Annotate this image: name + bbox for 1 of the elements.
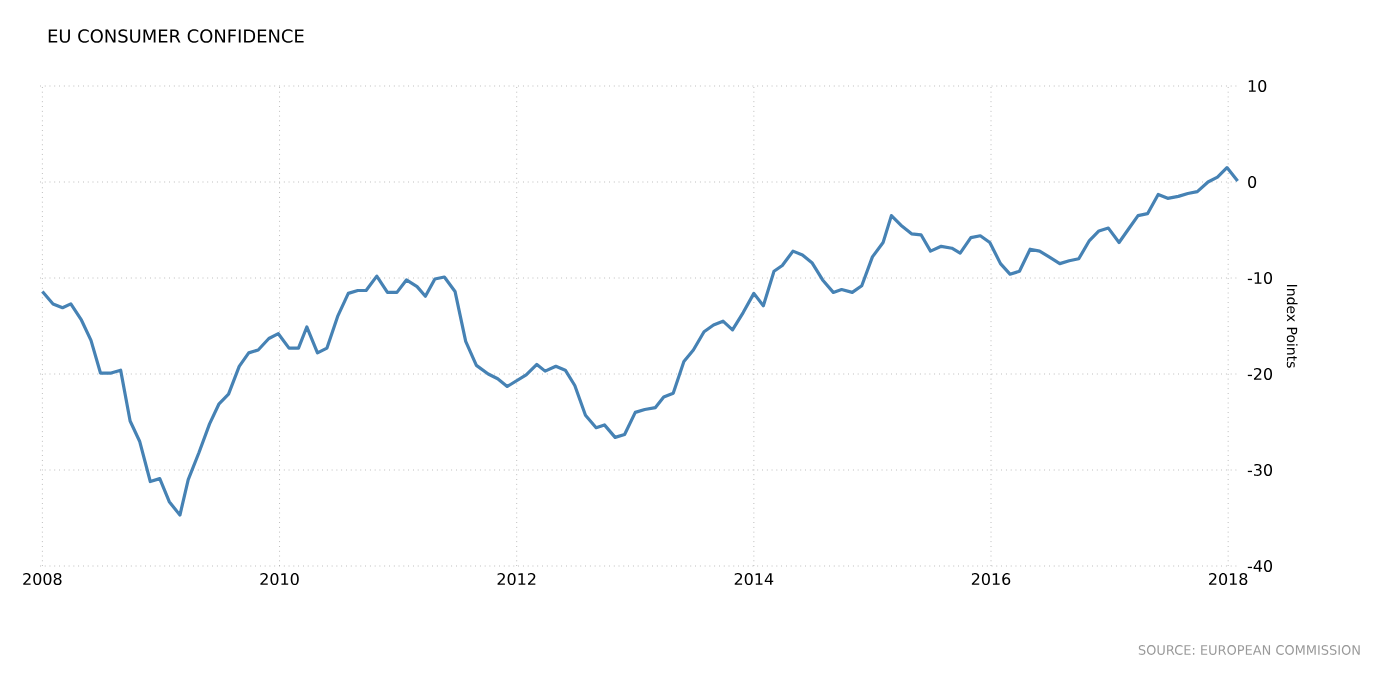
chart-title: EU CONSUMER CONFIDENCE [48, 29, 304, 43]
